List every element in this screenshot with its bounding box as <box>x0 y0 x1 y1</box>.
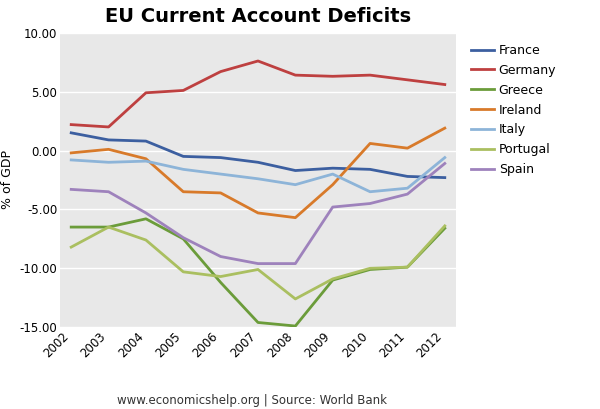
Italy <box>217 172 224 177</box>
Italy <box>142 159 149 164</box>
Italy <box>292 182 299 187</box>
Ireland <box>179 189 187 194</box>
Greece <box>142 216 149 221</box>
Spain <box>254 261 262 266</box>
Greece <box>217 280 224 285</box>
France <box>105 137 112 142</box>
Germany <box>105 124 112 129</box>
Portugal <box>292 297 299 301</box>
Ireland <box>105 147 112 152</box>
Ireland <box>254 211 262 216</box>
Portugal <box>329 276 337 281</box>
Greece <box>254 320 262 325</box>
Greece <box>105 225 112 229</box>
Spain <box>179 235 187 240</box>
Line: Portugal: Portugal <box>71 226 445 299</box>
Portugal <box>367 266 374 271</box>
Germany <box>292 73 299 78</box>
Y-axis label: % of GDP: % of GDP <box>1 151 14 209</box>
Ireland <box>329 182 337 187</box>
Germany <box>179 88 187 93</box>
Ireland <box>441 126 448 130</box>
Ireland <box>217 191 224 196</box>
Germany <box>142 90 149 95</box>
Ireland <box>367 141 374 146</box>
Italy <box>254 176 262 181</box>
Germany <box>329 74 337 79</box>
Germany <box>254 58 262 63</box>
Spain <box>441 161 448 166</box>
Ireland <box>292 215 299 220</box>
Portugal <box>441 223 448 228</box>
Greece <box>292 324 299 328</box>
Germany <box>217 69 224 74</box>
Portugal <box>142 238 149 243</box>
France <box>217 155 224 160</box>
Text: www.economicshelp.org | Source: World Bank: www.economicshelp.org | Source: World Ba… <box>117 394 387 407</box>
Line: Ireland: Ireland <box>71 128 445 218</box>
Spain <box>105 189 112 194</box>
Spain <box>292 261 299 266</box>
Germany <box>68 122 75 127</box>
Ireland <box>68 151 75 155</box>
France <box>179 154 187 159</box>
France <box>441 175 448 180</box>
Line: Italy: Italy <box>71 157 445 192</box>
Line: Germany: Germany <box>71 61 445 127</box>
Spain <box>142 211 149 216</box>
Greece <box>367 267 374 272</box>
Line: France: France <box>71 133 445 178</box>
Greece <box>329 278 337 283</box>
France <box>142 139 149 144</box>
Spain <box>404 192 411 197</box>
Italy <box>179 167 187 172</box>
Legend: France, Germany, Greece, Ireland, Italy, Portugal, Spain: France, Germany, Greece, Ireland, Italy,… <box>466 39 561 181</box>
Portugal <box>179 270 187 274</box>
Germany <box>441 82 448 87</box>
Ireland <box>142 156 149 161</box>
Portugal <box>404 265 411 270</box>
Spain <box>367 201 374 206</box>
France <box>68 130 75 135</box>
France <box>404 174 411 179</box>
Line: Greece: Greece <box>71 219 445 326</box>
Portugal <box>254 267 262 272</box>
Germany <box>404 77 411 82</box>
Italy <box>367 189 374 194</box>
Italy <box>68 157 75 162</box>
Italy <box>329 172 337 177</box>
Italy <box>105 160 112 165</box>
Ireland <box>404 146 411 151</box>
Greece <box>68 225 75 229</box>
Spain <box>217 254 224 259</box>
Title: EU Current Account Deficits: EU Current Account Deficits <box>105 7 411 26</box>
France <box>292 168 299 173</box>
Greece <box>404 265 411 270</box>
Spain <box>329 204 337 209</box>
Portugal <box>68 245 75 249</box>
Portugal <box>217 274 224 279</box>
Spain <box>68 187 75 192</box>
Line: Spain: Spain <box>71 164 445 263</box>
France <box>254 160 262 165</box>
Italy <box>441 155 448 160</box>
Greece <box>441 226 448 231</box>
Germany <box>367 73 374 78</box>
France <box>367 167 374 172</box>
France <box>329 166 337 171</box>
Italy <box>404 186 411 191</box>
Portugal <box>105 225 112 229</box>
Greece <box>179 236 187 241</box>
